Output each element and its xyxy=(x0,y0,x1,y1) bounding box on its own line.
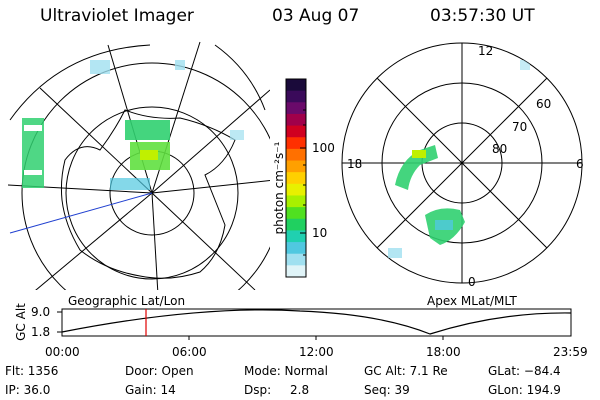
colorbar-segment xyxy=(286,79,306,92)
colorbar-segment xyxy=(286,218,306,231)
colorbar-segment xyxy=(286,137,306,150)
ip-value: IP: 36.0 xyxy=(5,383,51,397)
colorbar-segment xyxy=(286,90,306,103)
sun-direction-line xyxy=(9,192,153,234)
mlat-mlt-polar-grid xyxy=(341,42,583,284)
colorbar-segment xyxy=(286,160,306,173)
colorbar-segment xyxy=(286,113,306,127)
mlt-0-label: 0 xyxy=(468,275,476,289)
geographic-caption: Geographic Lat/Lon xyxy=(68,294,186,308)
altitude-curve xyxy=(61,309,572,335)
colorbar-segment xyxy=(286,230,306,243)
mlt-6-label: 6 xyxy=(576,157,584,171)
sequence-number: Seq: 39 xyxy=(364,383,410,397)
mlt-18-label: 18 xyxy=(347,157,363,171)
altitude-ylabel: GC Alt xyxy=(14,303,28,341)
colorbar-segment xyxy=(286,125,306,138)
dsp-value: 2.8 xyxy=(290,383,310,397)
altitude-ytick-bottom: 1.8 xyxy=(31,325,51,339)
gain-value: Gain: 14 xyxy=(125,383,176,397)
mode-value: Mode: Normal xyxy=(244,364,328,378)
aurora-emission-right xyxy=(388,60,530,258)
colorbar-segment xyxy=(286,172,306,185)
date-label: 03 Aug 07 xyxy=(272,6,360,26)
xtick-1800: 18:00 xyxy=(426,345,461,359)
colorbar-segment xyxy=(286,148,306,162)
dsp-label: Dsp: xyxy=(244,383,272,397)
mlat-70-label: 70 xyxy=(512,120,528,134)
gc-altitude: GC Alt: 7.1 Re xyxy=(364,364,448,378)
time-label: 03:57:30 UT xyxy=(430,6,535,26)
aurora-emission-left xyxy=(22,60,244,190)
door-status: Door: Open xyxy=(125,364,194,378)
geographic-longitude: GLon: 194.9 xyxy=(488,383,561,397)
instrument-title: Ultraviolet Imager xyxy=(40,6,194,26)
altitude-ytick-top: 9.0 xyxy=(31,305,51,319)
mlt-12-label: 12 xyxy=(478,44,494,58)
flight-number: Flt: 1356 xyxy=(5,364,59,378)
colorbar-segment xyxy=(286,242,306,255)
colorbar-segment xyxy=(286,183,306,196)
mlat-80-label: 80 xyxy=(492,142,508,156)
apex-caption: Apex MLat/MLT xyxy=(427,294,517,308)
xtick-0000: 00:00 xyxy=(45,345,80,359)
xtick-1200: 12:00 xyxy=(299,345,334,359)
colorbar-segment xyxy=(286,253,306,266)
mlat-60-label: 60 xyxy=(536,97,552,111)
colorbar-segment xyxy=(286,207,306,220)
xtick-2359: 23:59 xyxy=(553,345,588,359)
colorbar-unit-label: photon cm⁻²s⁻¹ xyxy=(272,141,286,235)
geographic-latitude: GLat: −84.4 xyxy=(488,364,561,378)
colorbar-segment xyxy=(286,265,306,278)
colorbar xyxy=(285,78,307,278)
colorbar-segment xyxy=(286,102,306,115)
xtick-0600: 06:00 xyxy=(172,345,207,359)
altitude-plot xyxy=(57,308,572,340)
colorbar-segment xyxy=(286,195,306,208)
colorbar-tick-10: 10 xyxy=(312,226,328,240)
colorbar-tick-100: 100 xyxy=(312,141,335,155)
